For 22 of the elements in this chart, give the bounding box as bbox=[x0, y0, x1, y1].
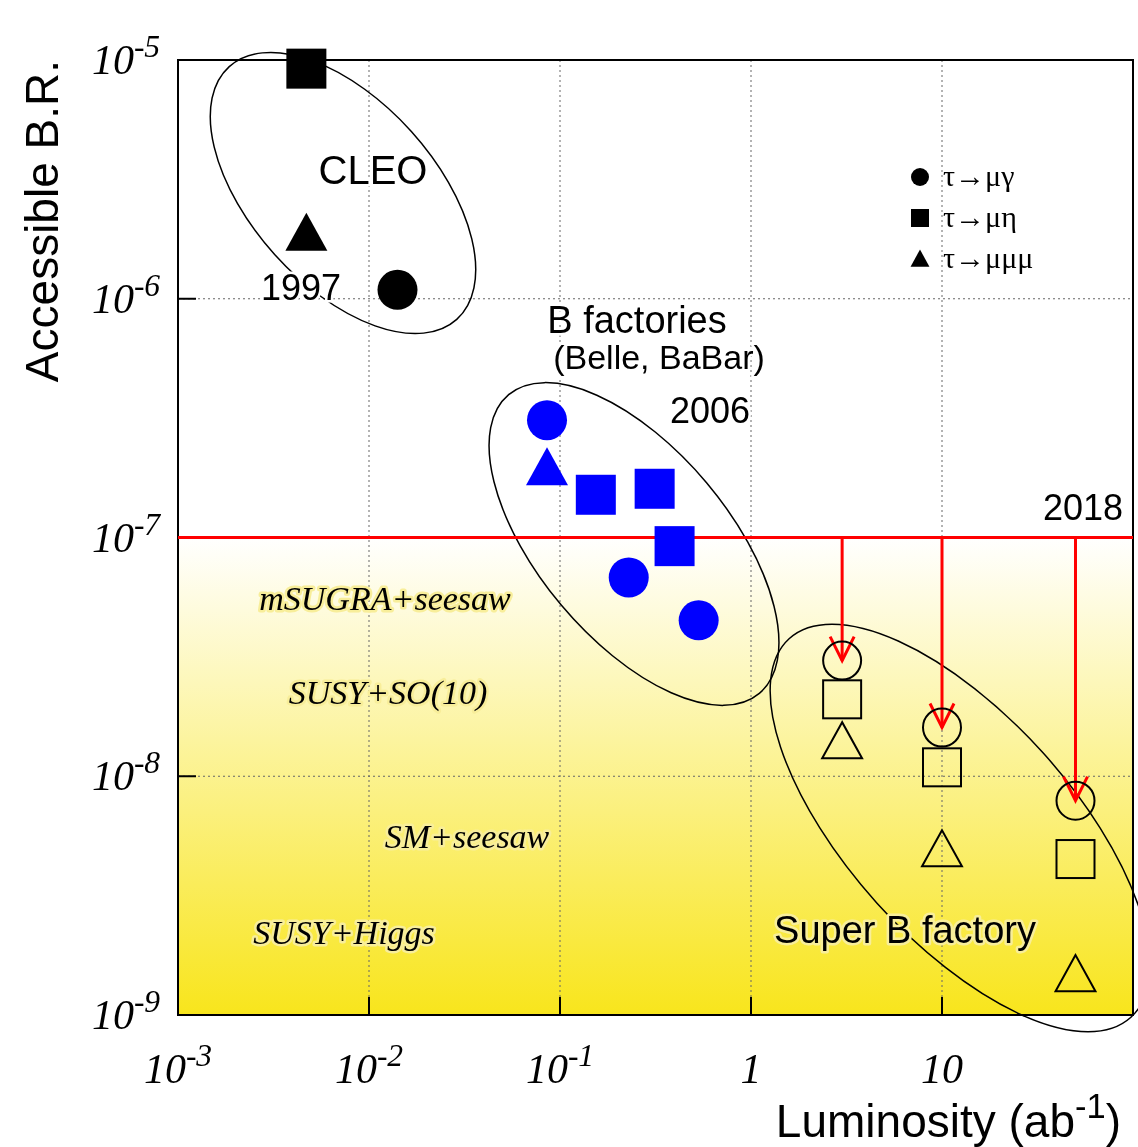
annotation: 2018 bbox=[1042, 486, 1123, 527]
y-tick-label: 10$^{-7}$ bbox=[91, 506, 162, 561]
x-tick-label: 10$^{-1}$ bbox=[525, 1037, 595, 1092]
y-axis-title: Accessible B.R. bbox=[16, 60, 68, 383]
y-tick-label: 10$^{-6}$ bbox=[91, 267, 161, 322]
annotation: mSUGRA+seesaw bbox=[259, 579, 512, 617]
legend-label: τ→μη bbox=[943, 200, 1017, 233]
annotation: CLEO bbox=[318, 148, 428, 192]
annotation: SUSY+Higgs bbox=[253, 913, 435, 951]
annotation: SM+seesaw bbox=[384, 817, 550, 855]
y-tick-label: 10$^{-8}$ bbox=[91, 744, 161, 800]
y-tick-label: 10$^{-5}$ bbox=[91, 28, 161, 83]
annotation: 2006 bbox=[669, 389, 751, 431]
y-tick-label: 10$^{-9}$ bbox=[91, 983, 161, 1038]
annotation: B factories bbox=[547, 299, 727, 341]
legend-label: τ→μμμ bbox=[943, 241, 1034, 274]
x-tick-label: 1 bbox=[740, 1046, 762, 1092]
x-tick-label: 10$^{-2}$ bbox=[334, 1037, 404, 1092]
x-tick-label: 10$^{-3}$ bbox=[143, 1037, 213, 1092]
legend-label: τ→μγ bbox=[943, 159, 1015, 192]
annotation: (Belle, BaBar) bbox=[553, 338, 765, 376]
annotation: SUSY+SO(10) bbox=[288, 673, 488, 712]
